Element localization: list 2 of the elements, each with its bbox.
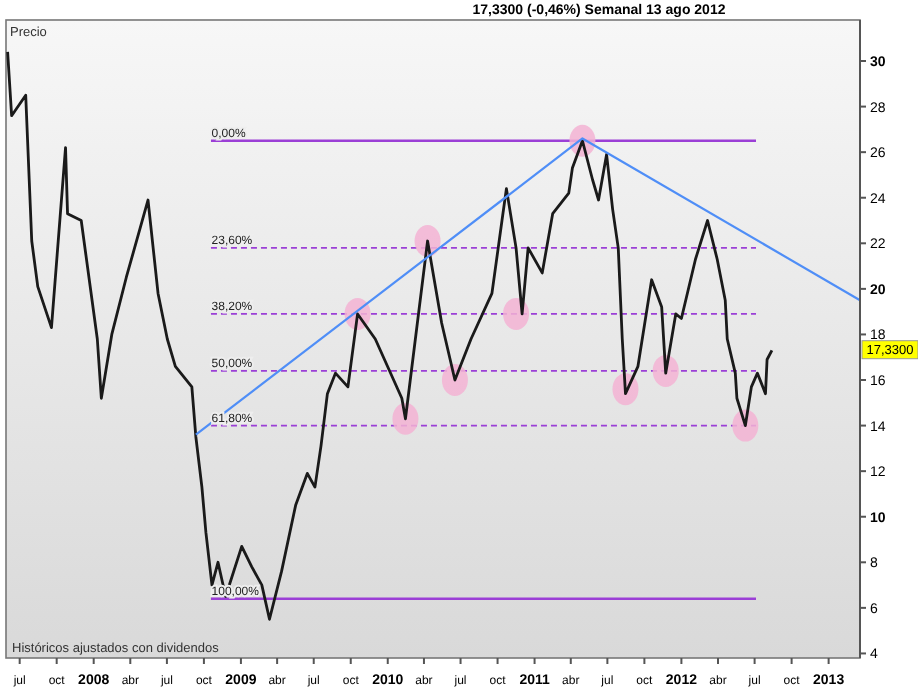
line-series: [6, 50, 774, 621]
point: [503, 297, 530, 330]
